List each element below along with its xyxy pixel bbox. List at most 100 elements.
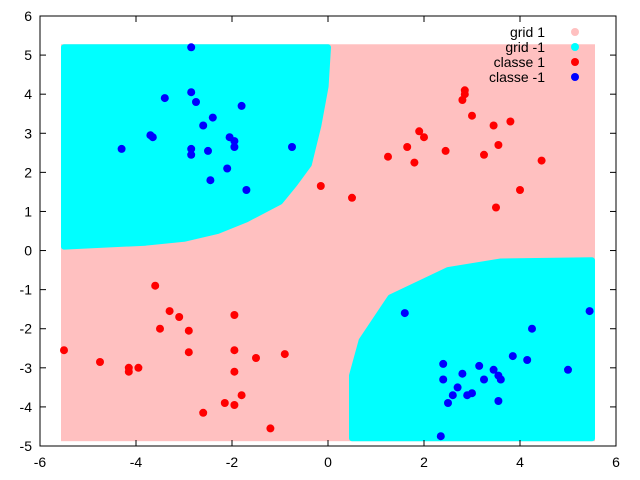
data-point xyxy=(199,408,208,417)
data-point xyxy=(187,150,196,159)
data-point xyxy=(223,164,232,173)
data-point xyxy=(160,94,169,103)
legend-marker xyxy=(571,73,579,81)
data-point xyxy=(439,375,448,384)
legend-marker xyxy=(571,43,579,51)
data-point xyxy=(134,363,143,372)
decision-grid xyxy=(61,44,595,442)
data-point xyxy=(441,146,450,155)
data-point xyxy=(492,203,500,212)
x-tick-label: -4 xyxy=(130,454,143,470)
data-point xyxy=(508,352,517,361)
data-point xyxy=(288,143,296,151)
x-tick-label: 6 xyxy=(612,454,620,470)
data-point xyxy=(230,401,239,409)
data-point xyxy=(237,391,246,400)
data-point xyxy=(117,144,126,153)
data-point xyxy=(348,193,356,202)
data-point xyxy=(400,309,409,318)
data-point xyxy=(266,424,275,433)
data-point xyxy=(230,143,239,151)
x-tick-label: -6 xyxy=(34,454,47,470)
data-point xyxy=(230,311,239,319)
data-point xyxy=(230,346,239,355)
data-point xyxy=(448,391,457,400)
data-point xyxy=(384,152,392,161)
data-point xyxy=(124,367,133,376)
data-point xyxy=(460,86,469,95)
grid-region-negative xyxy=(349,257,595,442)
data-point xyxy=(208,113,217,122)
data-point xyxy=(187,144,196,153)
data-point xyxy=(184,348,193,357)
data-point xyxy=(468,111,476,120)
data-point xyxy=(496,375,505,384)
data-point xyxy=(184,326,193,335)
legend-label: grid -1 xyxy=(505,39,545,55)
data-point xyxy=(523,356,532,364)
data-point xyxy=(237,101,246,110)
data-point xyxy=(458,369,467,378)
data-point xyxy=(316,182,325,190)
y-tick-label: -1 xyxy=(20,282,33,298)
axis-ticks: -6 -4 -2 0 2 4 6 -5 -4 -3 -2 -1 0 1 2 3 4 5 6 xyxy=(20,8,621,470)
data-point xyxy=(60,346,68,355)
data-point xyxy=(453,383,462,392)
data-point xyxy=(528,324,536,333)
y-tick-label: 0 xyxy=(24,243,32,259)
x-tick-label: -2 xyxy=(226,454,239,470)
y-tick-label: 1 xyxy=(24,203,32,219)
series-classe-1 xyxy=(60,86,546,433)
legend-label: grid 1 xyxy=(510,24,545,40)
x-tick-label: 2 xyxy=(420,454,428,470)
data-point xyxy=(96,358,104,366)
data-point xyxy=(280,350,289,359)
y-tick-label: 3 xyxy=(24,125,32,141)
data-point xyxy=(489,365,498,374)
data-point xyxy=(516,186,524,194)
data-point xyxy=(148,133,157,142)
data-point xyxy=(415,127,424,136)
data-point xyxy=(192,98,200,106)
legend-label: classe 1 xyxy=(494,54,546,70)
y-tick-label: 4 xyxy=(24,86,32,102)
data-point xyxy=(151,281,160,290)
data-point xyxy=(187,88,196,97)
data-points xyxy=(60,43,594,441)
data-point xyxy=(230,137,239,146)
data-point xyxy=(480,150,488,159)
y-tick-label: -2 xyxy=(20,321,33,337)
data-point xyxy=(420,133,428,142)
data-point xyxy=(252,354,260,362)
x-tick-label: 0 xyxy=(324,454,332,470)
legend-label: classe -1 xyxy=(489,69,545,85)
data-point xyxy=(475,361,484,370)
y-tick-label: -3 xyxy=(20,360,33,376)
data-point xyxy=(439,359,448,368)
y-tick-label: 5 xyxy=(24,47,32,63)
y-tick-label: -5 xyxy=(20,438,33,454)
data-point xyxy=(165,307,174,316)
data-point xyxy=(199,121,208,130)
data-point xyxy=(506,117,515,126)
data-point xyxy=(230,367,239,376)
y-tick-label: 2 xyxy=(24,164,32,180)
data-point xyxy=(537,156,546,165)
y-tick-label: -4 xyxy=(20,399,33,415)
data-point xyxy=(436,432,445,441)
data-point xyxy=(410,158,419,167)
y-tick-label: 6 xyxy=(24,8,32,24)
data-point xyxy=(468,389,476,398)
data-point xyxy=(156,324,164,333)
data-point xyxy=(494,397,503,405)
data-point xyxy=(220,399,229,407)
data-point xyxy=(480,375,488,384)
data-point xyxy=(206,176,215,185)
grid-region-negative xyxy=(61,44,331,250)
data-point xyxy=(187,43,196,52)
legend-marker xyxy=(571,58,579,66)
data-point xyxy=(204,146,212,155)
x-tick-label: 4 xyxy=(516,454,524,470)
data-point xyxy=(564,365,572,374)
